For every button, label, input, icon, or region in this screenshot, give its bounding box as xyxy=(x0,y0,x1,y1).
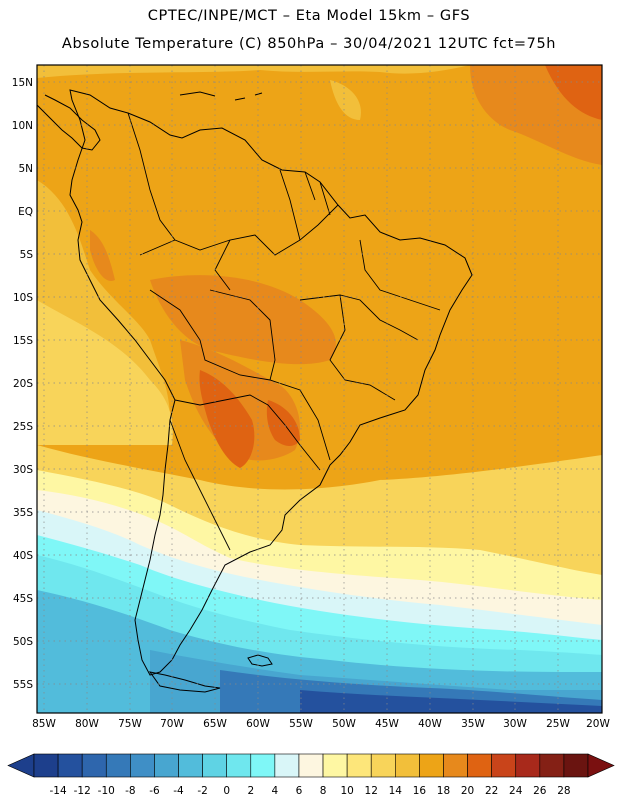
colorbar-swatch xyxy=(395,753,420,778)
colorbar-swatch xyxy=(81,753,107,778)
latitude-labels: 15N 10N 5N EQ 5S 10S 15S 20S 25S 30S 35S… xyxy=(12,77,34,691)
lon-label: 60W xyxy=(246,718,270,730)
colorbar-swatch xyxy=(491,753,517,778)
colorbar-swatch xyxy=(105,753,131,778)
lon-label: 40W xyxy=(418,718,442,730)
colorbar-label: 2 xyxy=(247,785,254,797)
lat-label: 10S xyxy=(13,292,33,304)
colorbar-label: -2 xyxy=(197,785,207,797)
colorbar-swatch xyxy=(33,753,59,778)
colorbar xyxy=(7,753,615,778)
lon-label: 55W xyxy=(289,718,313,730)
lat-label: 30S xyxy=(13,464,33,476)
lat-label: 55S xyxy=(13,679,33,691)
lat-label: 15N xyxy=(12,77,33,89)
lon-label: 30W xyxy=(503,718,527,730)
colorbar-swatch xyxy=(419,753,444,778)
colorbar-swatch xyxy=(298,753,324,778)
lat-label: 15S xyxy=(13,335,33,347)
colorbar-label: 12 xyxy=(365,785,378,797)
colorbar-swatch xyxy=(467,753,492,778)
colorbar-swatch xyxy=(346,753,372,778)
field-south-atlantic-warm xyxy=(517,498,602,562)
lon-label: 35W xyxy=(461,718,485,730)
lon-label: 20W xyxy=(586,718,610,730)
colorbar-swatch xyxy=(563,753,589,778)
colorbar-label: 4 xyxy=(272,785,279,797)
field-guyana-warm xyxy=(330,80,361,120)
colorbar-label: 26 xyxy=(533,785,547,797)
lon-label: 80W xyxy=(75,718,99,730)
colorbar-label: 0 xyxy=(223,785,230,797)
lat-label: 10N xyxy=(12,120,33,132)
colorbar-swatch xyxy=(250,753,276,778)
lat-label: 5S xyxy=(20,249,34,261)
colorbar-swatch xyxy=(443,753,468,778)
colorbar-label: 10 xyxy=(340,785,353,797)
field-band-neg10 xyxy=(300,690,602,713)
coastline-caribbean-islands xyxy=(179,91,263,101)
map-frame xyxy=(36,64,603,714)
colorbar-label: 8 xyxy=(320,785,327,797)
colorbar-swatch xyxy=(322,753,348,778)
colorbar-label: -6 xyxy=(149,785,160,797)
colorbar-labels: -14 -12 -10 -8 -6 -4 -2 0 2 4 6 8 10 12 14 16 18 20 22 24 26… xyxy=(50,785,571,797)
lon-label: 85W xyxy=(32,718,56,730)
field-chaco-hot xyxy=(180,340,300,461)
colorbar-label: 18 xyxy=(437,785,450,797)
lon-label: 65W xyxy=(203,718,227,730)
colorbar-label: 16 xyxy=(413,785,427,797)
colorbar-label: 24 xyxy=(509,785,523,797)
lon-label: 50W xyxy=(332,718,356,730)
lat-label: 45S xyxy=(13,593,33,605)
field-andes-north-hot xyxy=(90,230,115,281)
temperature-field xyxy=(37,65,602,713)
lon-label: 25W xyxy=(546,718,570,730)
colorbar-label: -12 xyxy=(74,785,91,797)
colorbar-swatch xyxy=(274,753,300,778)
lat-label: 25S xyxy=(13,421,33,433)
colorbar-label: -10 xyxy=(98,785,115,797)
lat-label: 50S xyxy=(13,636,33,648)
colorbar-label: 28 xyxy=(557,785,570,797)
colorbar-swatch xyxy=(539,753,565,778)
colorbar-swatch xyxy=(515,753,541,778)
colorbar-swatch xyxy=(226,753,252,778)
colorbar-label: -14 xyxy=(50,785,67,797)
colorbar-swatch xyxy=(178,753,203,778)
colorbar-label: -4 xyxy=(173,785,184,797)
field-interior-hot xyxy=(150,275,336,365)
colorbar-arrow-high xyxy=(587,753,615,778)
lon-label: 45W xyxy=(375,718,399,730)
colorbar-label: 14 xyxy=(389,785,403,797)
field-atlantic-hotter xyxy=(545,65,602,120)
colorbar-label: 22 xyxy=(485,785,498,797)
colorbar-label: 6 xyxy=(296,785,303,797)
field-chaco-core xyxy=(199,370,255,468)
lat-label: EQ xyxy=(18,206,33,218)
colorbar-swatch xyxy=(154,753,179,778)
title-line-2: Absolute Temperature (C) 850hPa – 30/04/… xyxy=(61,36,557,52)
field-pacific-mild xyxy=(37,300,173,445)
colorbar-arrow-low xyxy=(7,753,35,778)
longitude-labels: 85W 80W 75W 70W 65W 60W 55W 50W 45W 40W … xyxy=(32,718,610,730)
colorbar-swatch xyxy=(202,753,227,778)
title-line-1: CPTEC/INPE/MCT – Eta Model 15km – GFS xyxy=(147,8,471,24)
lat-label: 20S xyxy=(13,378,33,390)
colorbar-swatch xyxy=(130,753,155,778)
lat-label: 35S xyxy=(13,507,33,519)
field-north-fringe xyxy=(37,65,470,78)
colorbar-swatch xyxy=(57,753,83,778)
lat-label: 5N xyxy=(18,163,33,175)
lon-label: 70W xyxy=(160,718,184,730)
lat-lon-grid xyxy=(37,65,602,713)
colorbar-swatch xyxy=(370,753,396,778)
lon-label: 75W xyxy=(118,718,142,730)
country-borders xyxy=(127,112,441,551)
coastline-central-america xyxy=(37,94,101,151)
colorbar-label: 20 xyxy=(461,785,474,797)
colorbar-label: -8 xyxy=(125,785,135,797)
lat-label: 40S xyxy=(13,550,33,562)
